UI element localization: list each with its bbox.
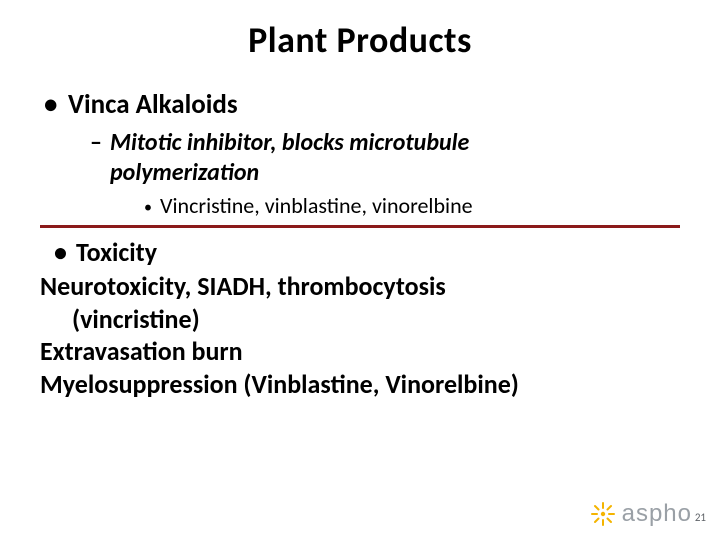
- logo-text: aspho: [622, 500, 692, 528]
- toxicity-label: Toxicity: [76, 236, 157, 268]
- slide: Plant Products •Vinca Alkaloids –Mitotic…: [0, 0, 720, 540]
- bullet-level2: –Mitotic inhibitor, blocks microtubule: [90, 129, 680, 157]
- logo: aspho: [590, 500, 692, 528]
- vinca-heading: Vinca Alkaloids: [68, 88, 238, 121]
- slide-title: Plant Products: [40, 18, 680, 62]
- bullet-marker-small: •: [144, 198, 160, 217]
- toxicity-heading: •Toxicity: [54, 236, 680, 269]
- toxicity-line1b: (vincristine): [72, 303, 680, 336]
- drug-list: Vincristine, vinblastine, vinorelbine: [160, 192, 473, 219]
- toxicity-line1: Neurotoxicity, SIADH, thrombocytosis: [40, 270, 680, 303]
- page-number: 21: [695, 511, 706, 524]
- toxicity-line3: Myelosuppression (Vinblastine, Vinorelbi…: [40, 368, 680, 401]
- bullet-level3: •Vincristine, vinblastine, vinorelbine: [144, 192, 680, 219]
- mechanism-line1: Mitotic inhibitor, blocks microtubule: [110, 128, 469, 157]
- bullet-level1: •Vinca Alkaloids: [44, 88, 680, 121]
- bullet-marker: •: [54, 236, 76, 269]
- bullet-marker: •: [44, 88, 68, 121]
- burst-icon: [590, 501, 616, 527]
- section-divider: [40, 225, 680, 228]
- dash-marker: –: [90, 129, 110, 157]
- toxicity-line2: Extravasation burn: [40, 335, 680, 368]
- mechanism-line2: polymerization: [110, 159, 680, 187]
